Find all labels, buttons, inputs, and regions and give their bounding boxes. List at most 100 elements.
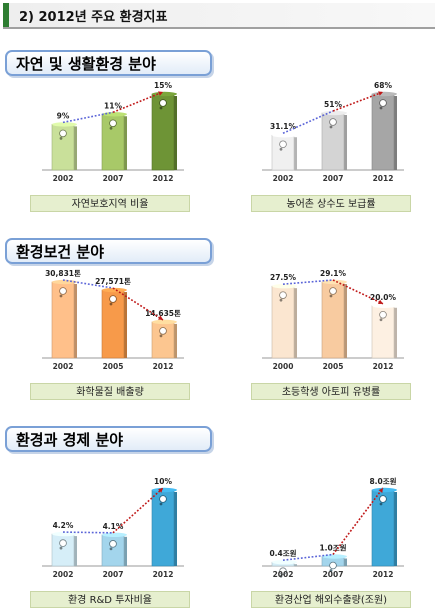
data-label: 9% xyxy=(57,111,70,120)
tick-label: 2007 xyxy=(323,570,344,579)
caption-nature-protection: 자연보호지역 비율 xyxy=(30,195,190,212)
bar-cap xyxy=(272,133,297,138)
bar-side xyxy=(344,115,347,170)
section-title-economy: 환경과 경제 분야 xyxy=(5,426,212,452)
bar-cap xyxy=(322,110,347,116)
bar-cap xyxy=(102,112,127,117)
data-label: 8.0조원 xyxy=(369,476,396,486)
chart-export-volume: 0.4조원 2002 1.0조원 2007 8.0조원 2012 xyxy=(262,476,404,579)
chemical-icon-dot xyxy=(59,294,63,298)
bar-side xyxy=(394,492,397,566)
trend-arrow-head xyxy=(378,299,383,305)
data-label: 0.4조원 xyxy=(269,548,296,558)
globe-icon xyxy=(279,567,287,575)
bar-cap xyxy=(52,122,77,127)
faucet-icon xyxy=(379,99,387,107)
leaf-icon-dot xyxy=(59,137,63,140)
faucet-icon-dot xyxy=(279,147,283,151)
data-label: 51% xyxy=(324,100,342,109)
tick-label: 2012 xyxy=(153,362,174,371)
section-title-nature: 자연 및 생활환경 분야 xyxy=(5,50,212,76)
faucet-icon-dot xyxy=(329,125,333,129)
tick-label: 2007 xyxy=(103,174,124,183)
tick-label: 2007 xyxy=(323,174,344,183)
section-title-health: 환경보건 분야 xyxy=(5,238,212,264)
bar-side xyxy=(124,116,127,170)
bar-side xyxy=(294,137,297,170)
tick-label: 2012 xyxy=(373,570,394,579)
bar-cap xyxy=(272,283,297,289)
bar-cap xyxy=(152,91,177,97)
chart-nature-protection: 9% 2002 11% 2007 15% 2012 xyxy=(42,81,184,183)
trend-arrow-head xyxy=(158,488,163,493)
bar-side xyxy=(294,564,297,566)
data-label: 4.1% xyxy=(103,522,124,531)
data-label: 14,635톤 xyxy=(145,309,181,318)
caption-atopy-rate: 초등학생 아토피 유병률 xyxy=(251,383,411,400)
child-icon-dot xyxy=(379,318,383,322)
trend-line xyxy=(62,531,114,534)
leaf-icon-dot xyxy=(159,106,163,110)
bar-cap xyxy=(372,91,397,97)
bar-cap xyxy=(102,287,127,293)
tick-label: 2002 xyxy=(273,174,294,183)
trend-arrow-head xyxy=(158,91,163,96)
data-label: 68% xyxy=(374,81,392,90)
bar-side xyxy=(74,284,77,358)
data-label: 20.0% xyxy=(370,293,397,302)
trend-line xyxy=(112,91,164,114)
trend-line xyxy=(62,111,114,124)
bar-cap xyxy=(152,487,177,493)
page-title: 2) 2012년 주요 환경지표 xyxy=(19,10,168,25)
chemical-icon xyxy=(59,287,67,295)
tick-label: 2005 xyxy=(323,362,344,371)
leaf-icon xyxy=(59,129,67,138)
coins-icon xyxy=(109,540,117,548)
chart-rnd-investment: 4.2% 2002 4.1% 2007 10% 2012 xyxy=(42,477,184,579)
tick-label: 2012 xyxy=(373,174,394,183)
bar-side xyxy=(344,284,347,358)
bar-side xyxy=(124,536,127,566)
bar-cap xyxy=(322,554,347,559)
child-icon xyxy=(279,291,287,299)
bar-2007 xyxy=(101,534,125,567)
chemical-icon xyxy=(109,295,117,303)
globe-icon-dot xyxy=(329,569,333,572)
child-icon xyxy=(379,310,387,319)
tick-label: 2007 xyxy=(103,570,124,579)
data-label: 11% xyxy=(104,101,122,110)
trend-arrow-head xyxy=(378,91,383,96)
bar-cap xyxy=(102,532,127,538)
child-icon-dot xyxy=(279,298,283,302)
leaf-icon xyxy=(159,99,167,107)
tick-label: 2012 xyxy=(373,362,394,371)
bar-side xyxy=(174,492,177,566)
trend-line xyxy=(332,487,384,555)
chemical-icon-dot xyxy=(109,302,113,306)
bar-side xyxy=(174,323,177,358)
globe-icon-dot xyxy=(279,574,283,578)
globe-icon xyxy=(329,561,337,570)
page-title-bar: 2) 2012년 주요 환경지표 xyxy=(3,3,435,29)
child-icon-dot xyxy=(329,294,333,298)
bar-2002 xyxy=(51,533,75,567)
coins-icon-dot xyxy=(109,547,113,551)
bar-cap xyxy=(372,303,397,308)
data-label: 31.1% xyxy=(270,122,297,131)
globe-icon xyxy=(379,495,387,503)
tick-label: 2002 xyxy=(53,174,74,183)
faucet-icon xyxy=(329,118,337,126)
faucet-icon-dot xyxy=(379,106,383,110)
bar-side xyxy=(124,292,127,358)
leaf-icon xyxy=(109,119,117,128)
chart-chemical-emission: 30,831톤 2002 27,571톤 2005 14,635톤 2012 xyxy=(42,269,184,371)
leaf-icon-dot xyxy=(109,126,113,130)
chart-atopy-rate: 27.5% 2000 29.1% 2005 20.0% 2012 xyxy=(262,269,404,371)
chemical-icon-dot xyxy=(159,334,163,338)
trend-line xyxy=(112,287,164,321)
tick-label: 2005 xyxy=(103,362,124,371)
bar-cap xyxy=(272,560,297,565)
bar-cap xyxy=(152,319,177,325)
data-label: 27.5% xyxy=(270,273,297,282)
trend-line xyxy=(112,487,164,534)
